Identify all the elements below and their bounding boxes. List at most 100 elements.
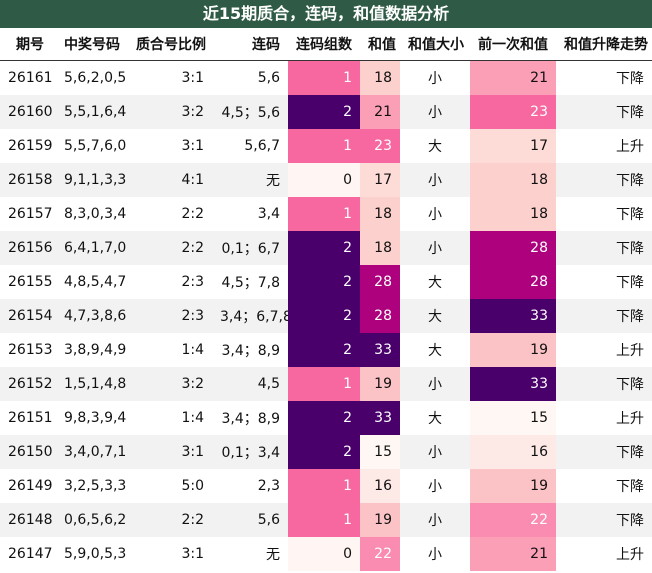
cell-qian: 18 xyxy=(470,163,556,197)
table-row: 26157 8,3,0,3,4 2:2 3,4 1 18 小 18 下降 xyxy=(0,197,652,231)
table-title: 近15期质合，连码，和值数据分析 xyxy=(0,0,652,28)
cell-qihao: 26150 xyxy=(8,444,53,460)
cell-daxiao: 小 xyxy=(428,105,442,121)
cell-qian: 21 xyxy=(470,537,556,571)
cell-lianma: 0,1；3,4 xyxy=(221,445,280,461)
cell-bili: 3:2 xyxy=(181,376,204,392)
cell-hezhi: 17 xyxy=(360,163,400,197)
cell-zoushi: 下降 xyxy=(616,445,644,461)
table-row: 26152 1,5,1,4,8 3:2 4,5 1 19 小 33 下降 xyxy=(0,367,652,401)
header-zoushi: 和值升降走势 xyxy=(556,28,652,61)
cell-daxiao: 大 xyxy=(428,139,442,155)
cell-zoushi: 下降 xyxy=(616,207,644,223)
cell-hezhi: 21 xyxy=(360,95,400,129)
cell-zushu: 2 xyxy=(288,265,360,299)
cell-qian: 15 xyxy=(470,401,556,435)
cell-qihao: 26160 xyxy=(8,104,53,120)
cell-lianma: 3,4 xyxy=(257,206,280,222)
cell-qihao: 26148 xyxy=(8,512,53,528)
cell-haoma: 5,5,1,6,4 xyxy=(64,104,127,120)
cell-bili: 2:3 xyxy=(181,308,204,324)
cell-haoma: 0,6,5,6,2 xyxy=(64,512,127,528)
cell-hezhi: 28 xyxy=(360,299,400,333)
table-row: 26158 9,1,1,3,3 4:1 无 0 17 小 18 下降 xyxy=(0,163,652,197)
cell-zushu: 2 xyxy=(288,333,360,367)
cell-zoushi: 下降 xyxy=(616,309,644,325)
cell-bili: 2:3 xyxy=(181,274,204,290)
cell-qihao: 26149 xyxy=(8,478,53,494)
cell-lianma: 4,5 xyxy=(257,376,280,392)
cell-haoma: 3,4,0,7,1 xyxy=(64,444,127,460)
cell-zushu: 0 xyxy=(288,163,360,197)
cell-qihao: 26152 xyxy=(8,376,53,392)
table-row: 26147 5,9,0,5,3 3:1 无 0 22 小 21 上升 xyxy=(0,537,652,571)
cell-haoma: 4,7,3,8,6 xyxy=(64,308,127,324)
cell-haoma: 5,6,2,0,5 xyxy=(64,70,127,86)
cell-haoma: 5,9,0,5,3 xyxy=(64,546,127,562)
header-zushu: 连码组数 xyxy=(288,28,360,61)
cell-hezhi: 18 xyxy=(360,231,400,265)
cell-zoushi: 下降 xyxy=(616,105,644,121)
cell-daxiao: 大 xyxy=(428,343,442,359)
cell-zoushi: 下降 xyxy=(616,275,644,291)
table-row: 26154 4,7,3,8,6 2:3 3,4；6,7,8 2 28 大 33 下降 xyxy=(0,299,652,333)
cell-qihao: 26154 xyxy=(8,308,53,324)
cell-qian: 18 xyxy=(470,197,556,231)
cell-zushu: 1 xyxy=(288,129,360,163)
cell-bili: 1:4 xyxy=(181,342,204,358)
cell-bili: 3:2 xyxy=(181,104,204,120)
cell-zushu: 1 xyxy=(288,469,360,503)
cell-lianma: 4,5；7,8 xyxy=(221,275,280,291)
cell-haoma: 9,1,1,3,3 xyxy=(64,172,127,188)
cell-lianma: 无 xyxy=(266,173,280,189)
cell-qian: 23 xyxy=(470,95,556,129)
cell-qihao: 26156 xyxy=(8,240,53,256)
cell-hezhi: 19 xyxy=(360,367,400,401)
table-row: 26159 5,5,7,6,0 3:1 5,6,7 1 23 大 17 上升 xyxy=(0,129,652,163)
cell-haoma: 3,8,9,4,9 xyxy=(64,342,127,358)
cell-hezhi: 33 xyxy=(360,333,400,367)
table-row: 26149 3,2,5,3,3 5:0 2,3 1 16 小 19 下降 xyxy=(0,469,652,503)
cell-bili: 3:1 xyxy=(181,70,204,86)
cell-zushu: 2 xyxy=(288,401,360,435)
cell-hezhi: 22 xyxy=(360,537,400,571)
cell-bili: 2:2 xyxy=(181,512,204,528)
cell-qian: 28 xyxy=(470,265,556,299)
cell-bili: 5:0 xyxy=(181,478,204,494)
cell-bili: 2:2 xyxy=(181,206,204,222)
cell-zushu: 0 xyxy=(288,537,360,571)
cell-daxiao: 大 xyxy=(428,309,442,325)
cell-haoma: 8,3,0,3,4 xyxy=(64,206,127,222)
cell-zoushi: 下降 xyxy=(616,173,644,189)
cell-zushu: 1 xyxy=(288,367,360,401)
cell-zoushi: 下降 xyxy=(616,71,644,87)
table-row: 26153 3,8,9,4,9 1:4 3,4；8,9 2 33 大 19 上升 xyxy=(0,333,652,367)
cell-zoushi: 下降 xyxy=(616,377,644,393)
table-row: 26160 5,5,1,6,4 3:2 4,5；5,6 2 21 小 23 下降 xyxy=(0,95,652,129)
cell-qihao: 26158 xyxy=(8,172,53,188)
cell-zushu: 2 xyxy=(288,435,360,469)
cell-hezhi: 18 xyxy=(360,197,400,231)
lottery-analysis-table: 期号 中奖号码 质合号比例 连码 连码组数 和值 和值大小 前一次和值 和值升降… xyxy=(0,28,652,571)
cell-lianma: 2,3 xyxy=(257,478,280,494)
cell-zushu: 2 xyxy=(288,95,360,129)
header-haoma: 中奖号码 xyxy=(56,28,128,61)
header-bili: 质合号比例 xyxy=(128,28,212,61)
cell-haoma: 4,8,5,4,7 xyxy=(64,274,127,290)
cell-hezhi: 18 xyxy=(360,60,400,95)
cell-daxiao: 小 xyxy=(428,207,442,223)
cell-qian: 33 xyxy=(470,299,556,333)
cell-qihao: 26153 xyxy=(8,342,53,358)
table-row: 26148 0,6,5,6,2 2:2 5,6 1 19 小 22 下降 xyxy=(0,503,652,537)
cell-lianma: 4,5；5,6 xyxy=(221,105,280,121)
cell-zoushi: 上升 xyxy=(616,139,644,155)
cell-qian: 22 xyxy=(470,503,556,537)
cell-haoma: 3,2,5,3,3 xyxy=(64,478,127,494)
cell-daxiao: 小 xyxy=(428,71,442,87)
cell-bili: 2:2 xyxy=(181,240,204,256)
table-row: 26151 9,8,3,9,4 1:4 3,4；8,9 2 33 大 15 上升 xyxy=(0,401,652,435)
cell-zushu: 2 xyxy=(288,231,360,265)
cell-qian: 16 xyxy=(470,435,556,469)
table-row: 26156 6,4,1,7,0 2:2 0,1；6,7 2 18 小 28 下降 xyxy=(0,231,652,265)
cell-qihao: 26155 xyxy=(8,274,53,290)
